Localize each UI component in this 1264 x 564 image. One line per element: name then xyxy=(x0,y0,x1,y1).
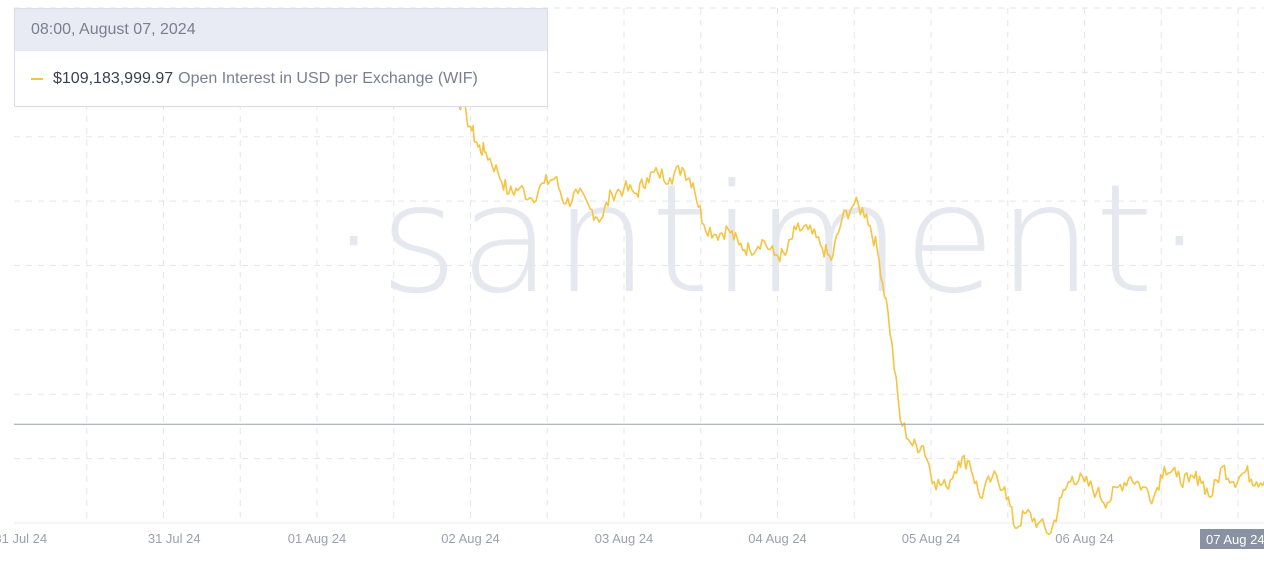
tooltip: 08:00, August 07, 2024 $109,183,999.97 Op… xyxy=(14,8,548,107)
series-layer xyxy=(316,48,1264,536)
x-tick-label: 02 Aug 24 xyxy=(441,531,500,546)
x-tick-label-active: 07 Aug 24 xyxy=(1206,532,1264,547)
x-tick-label: 05 Aug 24 xyxy=(902,531,961,546)
x-axis: 31 Jul 24 31 Jul 24 01 Aug 24 02 Aug 24 03 A… xyxy=(0,529,1264,549)
x-tick-label: 03 Aug 24 xyxy=(595,531,654,546)
x-tick-label: 01 Aug 24 xyxy=(288,531,347,546)
tooltip-date: 08:00, August 07, 2024 xyxy=(15,9,547,51)
crosshair-layer xyxy=(14,423,1264,425)
x-tick-label: 31 Jul 24 xyxy=(148,531,201,546)
tooltip-row: $109,183,999.97 Open Interest in USD per … xyxy=(15,51,547,107)
x-tick-label: 06 Aug 24 xyxy=(1055,531,1114,546)
series-dash-icon xyxy=(31,77,43,80)
x-tick-label: 31 Jul 24 xyxy=(0,531,47,546)
tooltip-series-label: Open Interest in USD per Exchange (WIF) xyxy=(178,70,478,87)
x-tick-label: 04 Aug 24 xyxy=(748,531,807,546)
tooltip-value: $109,183,999.97 xyxy=(53,70,174,87)
series-line-open-interest xyxy=(316,48,1264,536)
active-tick-badge xyxy=(1200,529,1264,549)
